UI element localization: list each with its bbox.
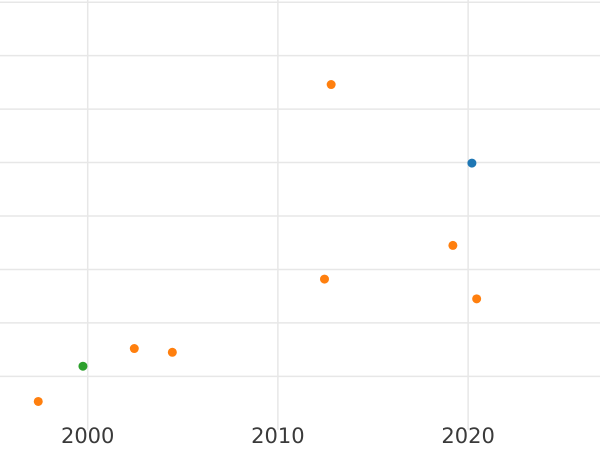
- data-point-orange: [129, 344, 139, 354]
- data-point-green: [78, 361, 88, 371]
- data-point-orange: [319, 274, 329, 284]
- data-point-orange: [167, 347, 177, 357]
- data-point-orange: [326, 80, 336, 90]
- data-point-orange: [472, 294, 482, 304]
- data-point-blue: [467, 158, 477, 168]
- data-point-orange: [33, 396, 43, 406]
- data-point-orange: [448, 240, 458, 250]
